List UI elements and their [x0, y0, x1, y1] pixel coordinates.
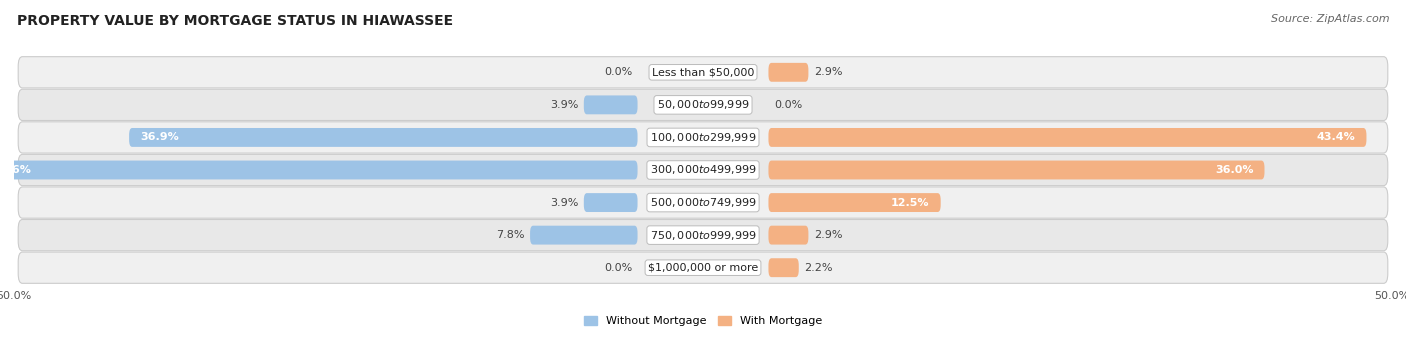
- Text: 3.9%: 3.9%: [550, 198, 578, 207]
- Text: 0.0%: 0.0%: [773, 100, 803, 110]
- Text: 2.9%: 2.9%: [814, 230, 842, 240]
- Text: 36.0%: 36.0%: [1215, 165, 1254, 175]
- Text: $50,000 to $99,999: $50,000 to $99,999: [657, 98, 749, 112]
- Text: 0.0%: 0.0%: [603, 263, 633, 273]
- Text: PROPERTY VALUE BY MORTGAGE STATUS IN HIAWASSEE: PROPERTY VALUE BY MORTGAGE STATUS IN HIA…: [17, 14, 453, 28]
- FancyBboxPatch shape: [18, 89, 1388, 120]
- FancyBboxPatch shape: [769, 160, 1264, 180]
- Text: $100,000 to $299,999: $100,000 to $299,999: [650, 131, 756, 144]
- Text: 7.8%: 7.8%: [496, 230, 524, 240]
- FancyBboxPatch shape: [18, 57, 1388, 88]
- FancyBboxPatch shape: [18, 220, 1388, 251]
- Text: 2.9%: 2.9%: [814, 67, 842, 77]
- FancyBboxPatch shape: [18, 252, 1388, 283]
- FancyBboxPatch shape: [769, 258, 799, 277]
- Text: 3.9%: 3.9%: [550, 100, 578, 110]
- Text: Less than $50,000: Less than $50,000: [652, 67, 754, 77]
- FancyBboxPatch shape: [18, 154, 1388, 186]
- FancyBboxPatch shape: [769, 128, 1367, 147]
- Text: 2.2%: 2.2%: [804, 263, 832, 273]
- FancyBboxPatch shape: [18, 187, 1388, 218]
- Text: $500,000 to $749,999: $500,000 to $749,999: [650, 196, 756, 209]
- Text: 0.0%: 0.0%: [603, 67, 633, 77]
- Text: 36.9%: 36.9%: [141, 133, 179, 142]
- Text: Source: ZipAtlas.com: Source: ZipAtlas.com: [1271, 14, 1389, 23]
- FancyBboxPatch shape: [0, 160, 637, 180]
- FancyBboxPatch shape: [769, 193, 941, 212]
- FancyBboxPatch shape: [769, 63, 808, 82]
- FancyBboxPatch shape: [530, 226, 637, 244]
- Text: $1,000,000 or more: $1,000,000 or more: [648, 263, 758, 273]
- FancyBboxPatch shape: [769, 226, 808, 244]
- FancyBboxPatch shape: [18, 122, 1388, 153]
- FancyBboxPatch shape: [583, 193, 637, 212]
- FancyBboxPatch shape: [583, 96, 637, 114]
- Text: 47.6%: 47.6%: [0, 165, 31, 175]
- Text: $300,000 to $499,999: $300,000 to $499,999: [650, 164, 756, 176]
- Text: 43.4%: 43.4%: [1316, 133, 1355, 142]
- Legend: Without Mortgage, With Mortgage: Without Mortgage, With Mortgage: [579, 312, 827, 331]
- Text: $750,000 to $999,999: $750,000 to $999,999: [650, 228, 756, 242]
- FancyBboxPatch shape: [129, 128, 637, 147]
- Text: 12.5%: 12.5%: [891, 198, 929, 207]
